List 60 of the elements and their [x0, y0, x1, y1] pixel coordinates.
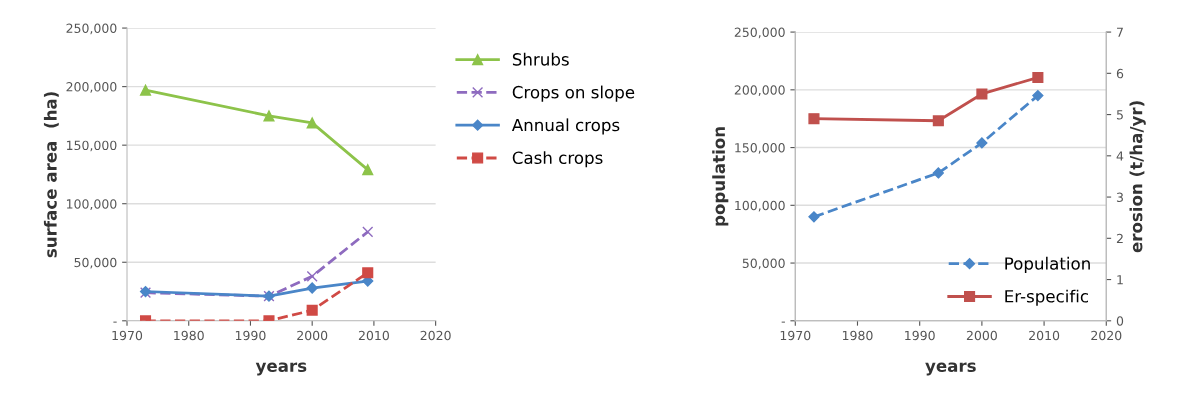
x-tick-label: 2000	[297, 330, 328, 341]
x-tick-label: 2020	[1091, 330, 1122, 341]
point	[976, 88, 988, 100]
y-tick-label: 200,000	[734, 85, 785, 97]
y-tick-label: 200,000	[66, 82, 117, 93]
x-tick-label: 2010	[1029, 330, 1060, 341]
y-tick-label: 50,000	[742, 258, 785, 270]
x-tick-label: 2020	[420, 330, 451, 341]
y-tick-label: 100,000	[735, 200, 785, 212]
y-tick-label: 250,000	[734, 27, 785, 39]
x-tick-label: 2000	[966, 330, 997, 341]
x-tick-label: 1980	[174, 330, 204, 341]
x-tick-label: 1970	[112, 330, 143, 341]
x-tick-label: 2010	[358, 330, 389, 341]
point	[976, 137, 988, 149]
y-tick-label: 100,000	[66, 199, 117, 210]
y2-tick-label: 1	[1117, 275, 1123, 285]
y-tick-label: -	[781, 321, 785, 323]
y2-tick-label: 6	[1116, 68, 1124, 79]
x-tick-label: 1990	[235, 330, 266, 341]
y2-tick-label: 7	[1117, 27, 1123, 37]
y2-tick-label: 0	[1116, 316, 1124, 326]
point	[932, 167, 944, 179]
y-tick-label: 250,000	[66, 23, 117, 35]
point	[306, 270, 318, 282]
point	[362, 226, 374, 238]
legend-label: Cash crops	[512, 151, 603, 168]
y2-axis-title: erosion (t/ha/yr)	[1129, 101, 1146, 253]
x-tick-label: 1970	[780, 330, 811, 341]
point	[1032, 89, 1044, 102]
x-axis-title: years	[925, 362, 976, 376]
y2-tick-label: 5	[1116, 110, 1123, 120]
y2-tick-label: 4	[1116, 151, 1124, 161]
legend-label: Annual crops	[511, 118, 620, 135]
point	[808, 211, 820, 223]
x-tick-label: 1990	[905, 330, 935, 341]
point	[808, 113, 820, 125]
point	[932, 115, 944, 127]
point	[306, 117, 318, 129]
legend-label: Shrubs	[512, 52, 569, 66]
point	[306, 282, 318, 294]
point	[263, 110, 275, 122]
y-tick-label: 150,000	[66, 140, 117, 152]
y2-tick-label: 2	[1116, 233, 1123, 244]
y-tick-label: -	[113, 321, 117, 323]
y-axis-title: surface area (ha)	[43, 92, 59, 258]
y-axis-title: population	[712, 127, 729, 226]
legend-label: Er-specific	[1005, 289, 1088, 306]
x-tick-label: 1980	[842, 330, 873, 341]
y-tick-label: 150,000	[735, 143, 785, 154]
legend-label: Population	[1005, 256, 1090, 273]
point	[139, 84, 152, 96]
point	[306, 304, 318, 316]
y2-tick-label: 3	[1116, 192, 1123, 202]
point	[362, 267, 374, 279]
y-tick-label: 50,000	[74, 257, 117, 269]
legend-label: Crops on slope	[512, 85, 635, 102]
point	[1032, 71, 1044, 84]
x-axis-title: years	[255, 362, 307, 376]
point	[362, 164, 374, 176]
